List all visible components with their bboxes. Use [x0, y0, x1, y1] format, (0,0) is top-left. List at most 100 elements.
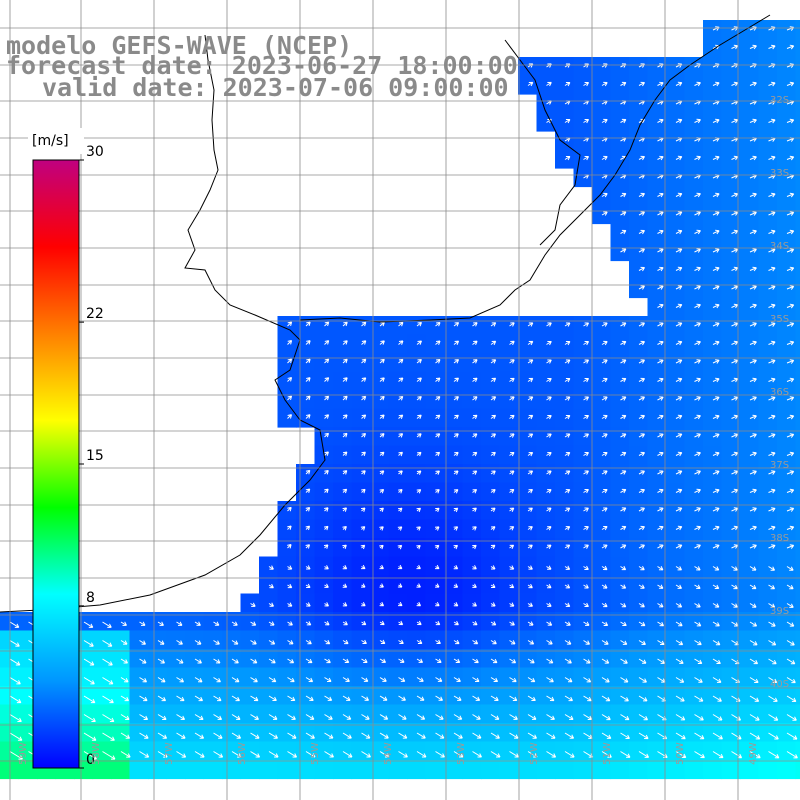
wind-speed-cell	[610, 223, 630, 243]
wind-speed-cell	[370, 427, 390, 447]
wind-speed-cell	[555, 131, 575, 151]
wind-arrow	[620, 507, 627, 512]
wind-speed-cell	[277, 741, 297, 761]
wind-speed-cell	[666, 168, 686, 188]
wind-speed-cell	[703, 686, 723, 706]
wind-speed-cell	[703, 353, 723, 373]
wind-arrow	[675, 118, 683, 124]
wind-speed-cell	[684, 205, 704, 225]
wind-speed-cell	[259, 575, 279, 595]
wind-speed-cell	[518, 316, 538, 336]
wind-arrow	[749, 603, 757, 608]
wind-speed-cell	[499, 612, 519, 632]
wind-arrow	[176, 714, 186, 720]
wind-arrow	[157, 640, 165, 645]
wind-arrow	[490, 470, 496, 475]
wind-arrow	[657, 640, 665, 646]
wind-speed-cell	[666, 94, 686, 114]
wind-speed-cell	[795, 316, 800, 336]
wind-speed-cell	[333, 593, 353, 613]
wind-arrow	[361, 433, 367, 438]
wind-arrow	[601, 507, 608, 512]
wind-speed-cell	[777, 686, 797, 706]
wind-speed-cell	[758, 445, 778, 465]
wind-speed-cell	[573, 464, 593, 484]
wind-arrow	[472, 544, 477, 550]
wind-speed-cell	[777, 501, 797, 521]
wind-speed-cell	[370, 612, 390, 632]
wind-speed-cell	[481, 630, 501, 650]
wind-speed-cell	[721, 75, 741, 95]
wind-speed-cell	[166, 612, 186, 632]
wind-speed-cell	[388, 686, 408, 706]
wind-speed-cell	[666, 390, 686, 410]
wind-arrow	[323, 544, 329, 549]
wind-arrow	[342, 358, 348, 364]
wind-speed-cell	[0, 704, 20, 724]
wind-speed-cell	[92, 704, 112, 724]
wind-speed-cell	[333, 704, 353, 724]
wind-speed-cell	[462, 612, 482, 632]
wind-speed-cell	[629, 575, 649, 595]
wind-arrow	[434, 526, 440, 531]
wind-arrow	[435, 639, 441, 645]
wind-speed-cell	[444, 482, 464, 502]
wind-speed-cell	[721, 149, 741, 169]
wind-speed-cell	[259, 630, 279, 650]
wind-speed-cell	[351, 556, 371, 576]
wind-speed-cell	[777, 723, 797, 743]
wind-speed-cell	[703, 297, 723, 317]
wind-speed-cell	[555, 556, 575, 576]
wind-speed-cell	[666, 205, 686, 225]
wind-arrow	[398, 377, 404, 382]
wind-speed-cell	[647, 223, 667, 243]
wind-arrow	[527, 451, 534, 457]
wind-speed-cell	[296, 408, 316, 428]
wind-speed-cell	[684, 686, 704, 706]
wind-speed-cell	[684, 168, 704, 188]
wind-arrow	[157, 714, 167, 720]
wind-speed-cell	[333, 353, 353, 373]
wind-arrow	[620, 414, 627, 420]
wind-arrow	[583, 340, 590, 346]
wind-speed-cell	[647, 149, 667, 169]
wind-speed-cell	[573, 704, 593, 724]
wind-speed-cell	[536, 612, 556, 632]
wind-speed-cell	[555, 57, 575, 77]
wind-speed-cell	[444, 686, 464, 706]
wind-arrow	[231, 621, 238, 626]
wind-speed-cell	[647, 538, 667, 558]
colorbar-tick-label: 30	[86, 144, 104, 160]
wind-speed-cell	[777, 297, 797, 317]
wind-speed-cell	[777, 279, 797, 299]
wind-speed-cell	[333, 723, 353, 743]
wind-speed-cell	[370, 334, 390, 354]
wind-speed-cell	[629, 519, 649, 539]
wind-speed-cell	[166, 723, 186, 743]
wind-speed-cell	[499, 482, 519, 502]
wind-speed-cell	[573, 686, 593, 706]
wind-arrow	[712, 544, 720, 549]
wind-arrow	[712, 751, 724, 759]
wind-arrow	[546, 63, 552, 68]
wind-speed-cell	[795, 704, 800, 724]
wind-arrow	[120, 658, 128, 664]
wind-speed-cell	[684, 556, 704, 576]
wind-speed-cell	[499, 649, 519, 669]
wind-arrow	[694, 566, 701, 571]
wind-arrow	[509, 340, 515, 346]
wind-speed-cell	[777, 667, 797, 687]
wind-speed-cell	[629, 94, 649, 114]
wind-arrow	[749, 322, 757, 327]
wind-speed-cell	[795, 353, 800, 373]
wind-speed-cell	[518, 667, 538, 687]
wind-arrow	[768, 677, 778, 684]
wind-speed-cell	[499, 556, 519, 576]
wind-speed-cell	[758, 408, 778, 428]
wind-arrow	[490, 377, 497, 383]
wind-arrow	[416, 639, 423, 644]
wind-arrow	[527, 751, 538, 758]
wind-arrow	[472, 621, 478, 626]
wind-arrow	[490, 640, 497, 645]
wind-arrow	[120, 751, 131, 758]
